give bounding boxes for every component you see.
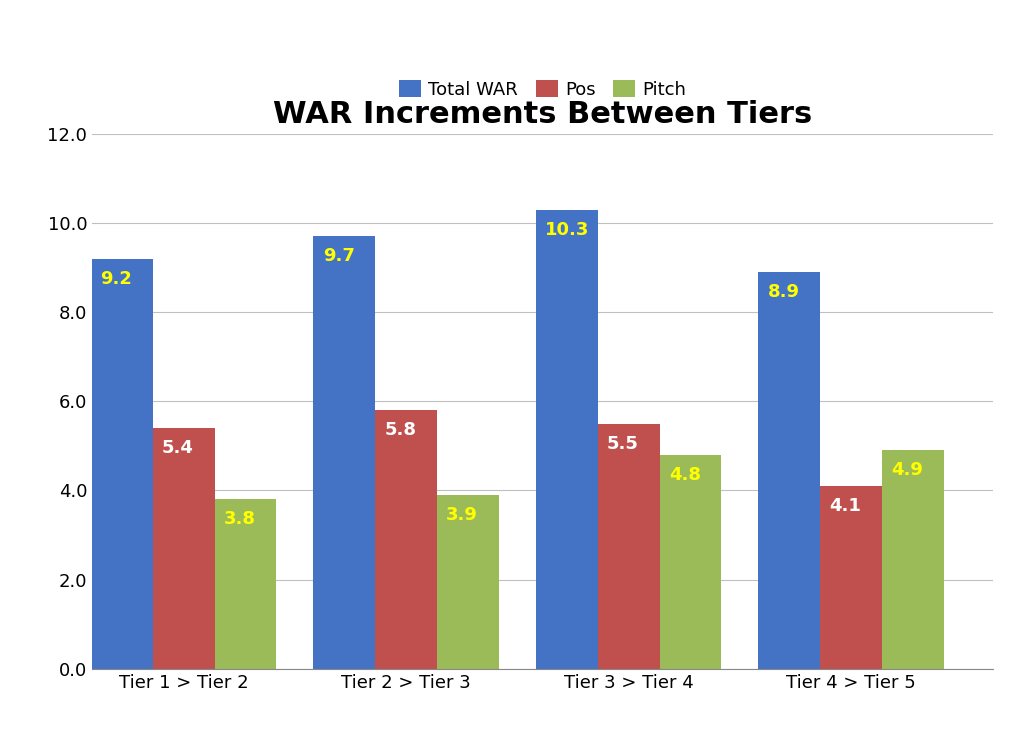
Text: 8.9: 8.9 xyxy=(768,283,800,301)
Bar xyxy=(759,272,820,669)
Bar xyxy=(153,428,215,669)
Bar xyxy=(437,495,499,669)
Text: 3.9: 3.9 xyxy=(446,506,478,524)
Bar xyxy=(536,210,598,669)
Title: WAR Increments Between Tiers: WAR Increments Between Tiers xyxy=(273,100,812,129)
Text: 5.4: 5.4 xyxy=(162,439,194,457)
Text: 9.7: 9.7 xyxy=(323,247,354,265)
Text: 3.8: 3.8 xyxy=(224,510,256,528)
Bar xyxy=(215,499,276,669)
Text: 4.9: 4.9 xyxy=(891,461,924,479)
Text: 10.3: 10.3 xyxy=(545,221,590,239)
Bar xyxy=(659,455,721,669)
Bar xyxy=(375,410,437,669)
Legend: Total WAR, Pos, Pitch: Total WAR, Pos, Pitch xyxy=(392,74,693,106)
Bar xyxy=(313,236,375,669)
Bar xyxy=(882,450,944,669)
Text: 4.1: 4.1 xyxy=(829,497,861,515)
Text: 4.8: 4.8 xyxy=(669,466,700,484)
Bar xyxy=(598,424,659,669)
Text: 9.2: 9.2 xyxy=(100,270,132,288)
Text: 5.5: 5.5 xyxy=(607,435,639,452)
Text: 5.8: 5.8 xyxy=(384,421,417,439)
Bar xyxy=(820,486,882,669)
Bar xyxy=(91,259,153,669)
